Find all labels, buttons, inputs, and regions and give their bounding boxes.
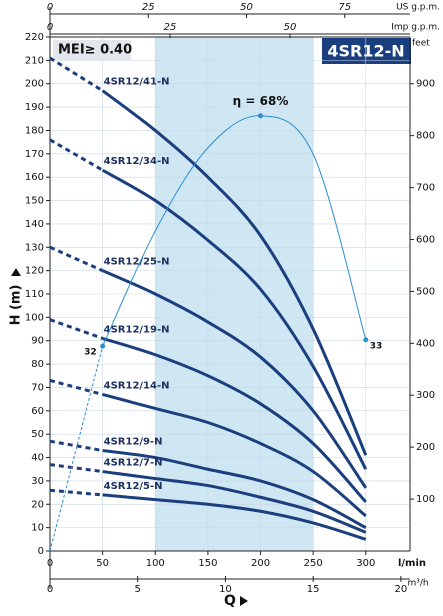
series-label: 4SR12/9-N [104, 437, 163, 448]
pump-curve [101, 89, 368, 456]
pump-curve [49, 378, 104, 396]
y-tick-label: 130 [25, 242, 44, 253]
pump-curve [102, 336, 367, 503]
top-tick-label: 25 [142, 2, 155, 13]
efficiency-point [363, 337, 369, 343]
y-tick-label: 60 [31, 406, 44, 417]
top-axis-label: Imp g.p.m. [391, 23, 440, 33]
x2-tick-label: 20 [395, 584, 408, 595]
pump-curve [49, 488, 103, 497]
badge: MEI≥ 0.40 [58, 43, 132, 58]
efficiency-point [100, 343, 106, 349]
efficiency-curve [49, 346, 104, 552]
y-axis-label: H (m) [9, 285, 24, 326]
y-tick-label: 190 [25, 102, 44, 113]
badge-box [53, 40, 131, 60]
right-tick-label: 500 [416, 286, 435, 297]
right-tick-label: 400 [416, 338, 435, 349]
x-tick-label: 250 [304, 558, 323, 569]
right-tick-label: 900 [416, 79, 435, 90]
y-arrow [11, 268, 21, 276]
pump-curve [49, 439, 103, 453]
right-axis-label: feet [412, 39, 430, 49]
y-tick-label: 20 [31, 499, 44, 510]
y-tick-label: 80 [31, 359, 44, 370]
y-tick-label: 70 [31, 382, 44, 393]
x-unit: l/min [398, 558, 426, 569]
right-tick-label: 300 [416, 390, 435, 401]
y-tick-label: 10 [31, 523, 44, 534]
y-tick-label: 110 [25, 289, 44, 300]
pump-curve [102, 470, 367, 534]
series-label: 4SR12/25-N [104, 257, 170, 268]
x2-tick-label: 0 [47, 584, 53, 595]
series-label: 4SR12/5-N [104, 481, 163, 492]
y-tick-label: 180 [25, 125, 44, 136]
x2-unit: m³/h [407, 579, 428, 589]
x2-tick-label: 5 [135, 584, 141, 595]
x-tick-label: 100 [146, 558, 165, 569]
top-tick-label: 0 [47, 22, 53, 33]
pump-curve [102, 493, 367, 541]
series-label: 4SR12/14-N [104, 380, 170, 391]
top-tick-label: 0 [47, 2, 53, 13]
y-tick-label: 120 [25, 266, 44, 277]
right-tick-label: 600 [416, 234, 435, 245]
top-tick-label: 50 [240, 2, 253, 13]
efficiency-curve [102, 115, 367, 347]
y-tick-label: 140 [25, 219, 44, 230]
x-tick-label: 200 [251, 558, 270, 569]
efficiency-point [258, 113, 264, 119]
y-tick-label: 150 [25, 196, 44, 207]
right-tick-label: 700 [416, 183, 435, 194]
x-arrow [240, 596, 248, 606]
top-tick-label: 50 [284, 22, 297, 33]
series-label: 4SR12/7-N [104, 458, 163, 469]
x2-tick-label: 15 [307, 584, 320, 595]
y-tick-label: 210 [25, 55, 44, 66]
y-tick-label: 50 [31, 429, 44, 440]
y-tick-label: 30 [31, 476, 44, 487]
right-tick-label: 800 [416, 131, 435, 142]
series-label: 4SR12/41-N [104, 77, 170, 88]
y-tick-label: 40 [31, 453, 44, 464]
y-tick-label: 100 [25, 312, 44, 323]
data-label: 33 [370, 341, 383, 351]
series-label: 4SR12/19-N [104, 324, 170, 335]
y-tick-label: 160 [25, 172, 44, 183]
right-tick-label: 200 [416, 442, 435, 453]
x-axis-label: Q [224, 593, 236, 609]
y-tick-label: 220 [25, 32, 44, 43]
pump-curve [101, 168, 368, 470]
pump-curve [49, 138, 104, 172]
pump-curve [49, 56, 104, 93]
x-tick-label: 300 [356, 558, 375, 569]
top-tick-label: 25 [164, 22, 177, 33]
pump-curve [102, 449, 367, 529]
y-tick-label: 90 [31, 336, 44, 347]
data-label: 32 [84, 348, 97, 358]
pump-curve [49, 245, 104, 273]
x2-tick-label: 10 [219, 584, 232, 595]
pump-curve [102, 393, 367, 518]
title-box [322, 38, 411, 64]
right-tick-label: 100 [416, 494, 435, 505]
pump-curve [49, 463, 103, 474]
y-tick-label: 0 [38, 546, 44, 557]
peak-label: η = 68% [233, 94, 289, 108]
top-tick-label: 75 [338, 2, 351, 13]
y-tick-label: 170 [25, 149, 44, 160]
pump-curve [102, 269, 368, 489]
series-label: 4SR12/34-N [104, 156, 170, 167]
pump-curve [49, 318, 104, 340]
top-axis-label: US g.p.m. [396, 3, 440, 13]
y-tick-label: 200 [25, 79, 44, 90]
x-tick-label: 150 [198, 558, 217, 569]
x-tick-label: 50 [96, 558, 109, 569]
